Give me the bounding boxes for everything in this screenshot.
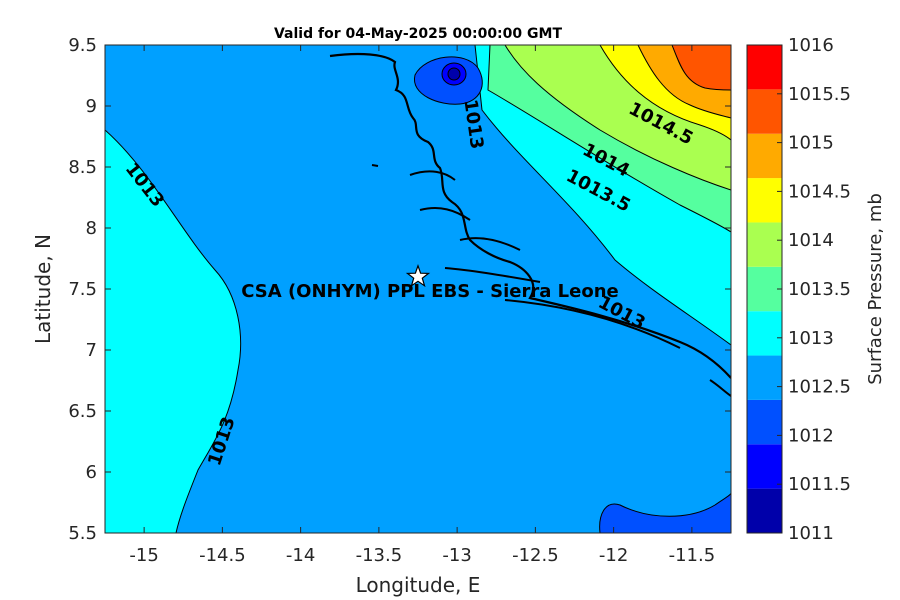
x-axis-ticks: -15 -14.5 -14 -13.5 -13 -12.5 -12 -11.5 [129,45,715,566]
band-1011-low-north [447,67,461,81]
x-tick-label: -14.5 [199,545,246,566]
colorbar-swatch [747,266,782,312]
y-tick-label: 9 [86,96,97,117]
colorbar-swatch [747,355,782,400]
y-axis-ticks: 5.5 6 6.5 7 7.5 8 8.5 9 9.5 [68,35,731,544]
site-star-icon [405,263,431,288]
colorbar-tick-label: 1011.5 [788,474,851,495]
chart-title: Valid for 04-May-2025 00:00:00 GMT [274,26,562,42]
y-tick-label: 6.5 [68,401,97,422]
coastline-islands [371,164,541,283]
y-tick-label: 8 [86,218,97,239]
colorbar-swatch [747,488,782,533]
x-tick-label: -13.5 [356,545,403,566]
colorbar-swatch [747,444,782,489]
colorbar-swatch [747,133,782,179]
x-tick-label: -13 [442,545,471,566]
colorbar-tick-label: 1014 [788,230,834,251]
y-tick-label: 6 [86,462,97,483]
x-tick-label: -15 [129,545,158,566]
band-1015-5 [671,45,731,91]
y-tick-label: 9.5 [68,35,97,56]
x-axis-label: Longitude, E [356,573,481,597]
colorbar-swatch [747,311,782,356]
x-tick-label: -12.5 [512,545,559,566]
band-1013-west [105,129,242,533]
y-tick-label: 5.5 [68,523,97,544]
colorbar-tick-label: 1015.5 [788,84,851,105]
colorbar-swatch [747,89,782,134]
coastline [329,52,731,379]
x-tick-label: -12 [599,545,628,566]
colorbar: 1011 1011.5 1012 1012.5 1013 1013.5 1014 1014.5… [746,35,851,544]
y-axis-label: Latitude, N [31,234,55,344]
x-tick-label: -11.5 [669,545,716,566]
colorbar-tick-label: 1014.5 [788,181,851,202]
band-1012-low-south [599,492,731,533]
colorbar-swatch [747,45,782,90]
colorbar-tick-label: 1013.5 [788,279,851,300]
colorbar-tick-label: 1016 [788,35,834,56]
coastline-south [504,299,731,397]
x-tick-label: -14 [286,545,315,566]
colorbar-tick-label: 1011 [788,523,834,544]
y-tick-label: 8.5 [68,157,97,178]
colorbar-swatch [747,399,782,445]
colorbar-swatch [747,178,782,223]
colorbar-tick-label: 1015 [788,133,834,154]
colorbar-tick-label: 1012 [788,425,834,446]
site-label: CSA (ONHYM) PPL EBS - Sierra Leone [241,281,618,302]
colorbar-swatch [747,222,782,267]
y-tick-label: 7 [86,340,97,361]
colorbar-tick-label: 1012.5 [788,377,851,398]
colorbar-label: Surface Pressure, mb [865,193,886,385]
site-marker: CSA (ONHYM) PPL EBS - Sierra Leone [241,263,619,302]
y-tick-label: 7.5 [68,279,97,300]
colorbar-tick-label: 1013 [788,328,834,349]
